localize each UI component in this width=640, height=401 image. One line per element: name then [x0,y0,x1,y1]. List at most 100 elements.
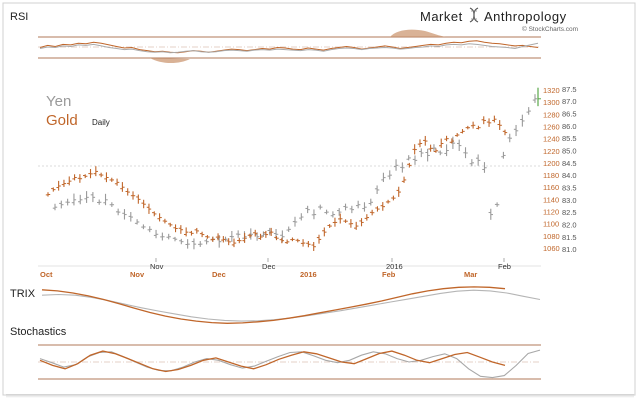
x-bottom-tick-label: Mar [464,270,477,279]
yen-bar [520,114,525,127]
yen-bar [84,191,89,203]
gold-bar [253,229,258,237]
gold-bar [183,227,189,237]
gold-bar [407,162,412,168]
gold-bar [327,224,332,228]
gold-bar [88,168,93,179]
gold-bar [417,139,423,148]
gold-bar [396,186,401,197]
gold-bar [93,166,99,177]
yen-bar [141,224,146,230]
yen-tick-label: 87.5 [562,85,577,94]
brand-credit: © StockCharts.com [522,25,578,33]
yen-bar [457,139,462,151]
gold-tick-label: 1240 [543,135,560,144]
gold-bars [45,115,508,251]
yen-bar [318,204,323,210]
yen-bar [494,202,500,207]
rsi-series [39,29,539,64]
yen-bar [463,147,468,159]
yen-tick-label: 83.0 [562,196,577,205]
yen-bar [71,193,77,206]
yen-bar [305,205,310,214]
rsi-label: RSI [10,11,28,23]
card-shadow [6,394,634,398]
gold-bar [146,203,152,214]
gold-bar [247,233,253,238]
yen-bar [381,172,386,183]
yen-bar [387,170,392,180]
gold-bar [391,195,396,201]
trix-label: TRIX [10,288,36,300]
yen-tick-label: 85.0 [562,147,577,156]
yen-bars [52,87,541,250]
gold-bar [497,120,502,130]
yen-bar [513,124,519,137]
yen-bar [507,133,512,143]
rsi-gold-line [39,40,539,54]
gold-bar [189,230,194,236]
yen-tick-label: 85.5 [562,134,577,143]
gold-bar [476,125,481,130]
yen-bar [198,241,203,247]
gold-bar [51,187,56,192]
brand-name-right: Anthropology [484,9,567,24]
gold-tick-label: 1160 [543,183,559,192]
yen-bar [97,199,102,205]
gold-bar [157,213,162,222]
gold-bar [385,199,391,204]
yen-tick-label: 82.5 [562,208,577,217]
yen-bar [204,238,209,245]
chart-card [2,2,636,396]
x-bottom-tick-label: Nov [130,270,145,279]
gold-bar [72,174,77,181]
gold-bar [178,225,184,234]
gold-bar [56,180,61,191]
gold-bar [45,192,51,197]
gold-bar [465,125,471,130]
gold-bar [380,202,385,211]
gold-bar [82,174,88,179]
yen-bar [299,213,304,221]
yen-bar [362,202,367,212]
gold-bar [152,211,157,217]
yen-bar [261,231,266,237]
gold-bar [120,182,125,192]
gold-bar [226,238,231,246]
branding: Market Anthropology © StockCharts.com [420,7,578,33]
yen-bar [374,185,380,194]
gold-bar [242,232,247,243]
gold-bar [258,233,263,240]
yen-bar [412,155,418,165]
gold-tick-label: 1220 [543,147,560,156]
yen-bar [406,155,411,161]
yen-axis: 81.0 81.5 82.0 82.5 83.0 83.5 84.0 84.5 85.0 85.5… [562,85,577,254]
gold-bar [104,172,109,183]
gold-bar [61,179,67,187]
yen-bar [128,212,133,222]
yen-bar [482,162,487,173]
gold-tick-label: 1200 [543,159,560,168]
gold-bar [492,115,497,123]
gold-bar [199,231,205,238]
rsi-yen-line [39,42,539,54]
rsi-panel: RSI [10,11,541,64]
yen-bar [160,232,165,241]
gold-bar [231,238,237,248]
gold-bar [449,138,455,144]
gold-bar [364,214,370,221]
gold-bar [130,191,136,200]
x-bottom-tick-label: Dec [212,270,226,279]
yen-tick-label: 87.0 [562,97,577,106]
yen-tick-label: 82.0 [562,220,577,229]
gold-bar [300,239,306,247]
gold-bar [136,194,141,204]
yen-bar [166,233,171,240]
stoch-series [39,349,541,379]
yen-bar [337,208,342,216]
yen-bar [179,238,184,245]
yen-bar [65,198,70,206]
yen-bar [90,192,96,203]
yen-tick-label: 84.0 [562,171,577,180]
gold-bar [237,237,242,244]
